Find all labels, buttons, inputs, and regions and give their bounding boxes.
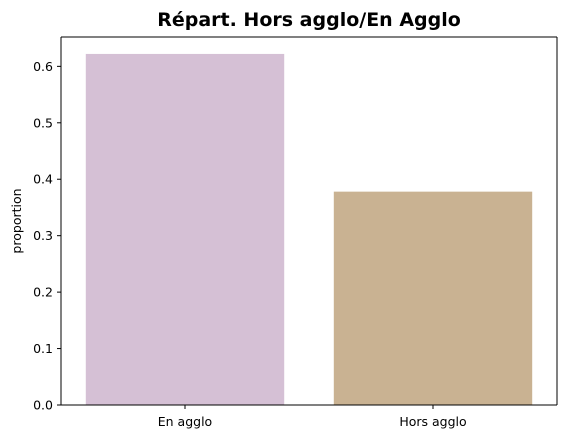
y-ticks-group: 0.0 0.1 0.2 0.3 0.4 0.5 0.6 — [33, 59, 61, 413]
y-tick-label: 0.1 — [33, 341, 53, 356]
y-tick-label: 0.5 — [33, 115, 53, 130]
bar-hors-agglo — [334, 192, 532, 405]
y-tick-label: 0.6 — [33, 59, 53, 74]
x-tick-label: Hors agglo — [399, 414, 466, 429]
bars-group — [86, 54, 532, 405]
y-tick-label: 0.3 — [33, 228, 53, 243]
y-axis-label: proportion — [9, 188, 24, 253]
bar-en-agglo — [86, 54, 284, 405]
y-tick-label: 0.4 — [33, 172, 53, 187]
chart-title: Répart. Hors agglo/En Agglo — [157, 9, 461, 31]
y-tick-label: 0.0 — [33, 398, 53, 413]
x-ticks-group: En agglo Hors agglo — [158, 405, 467, 429]
y-tick-label: 0.2 — [33, 285, 53, 300]
x-tick-label: En agglo — [158, 414, 212, 429]
